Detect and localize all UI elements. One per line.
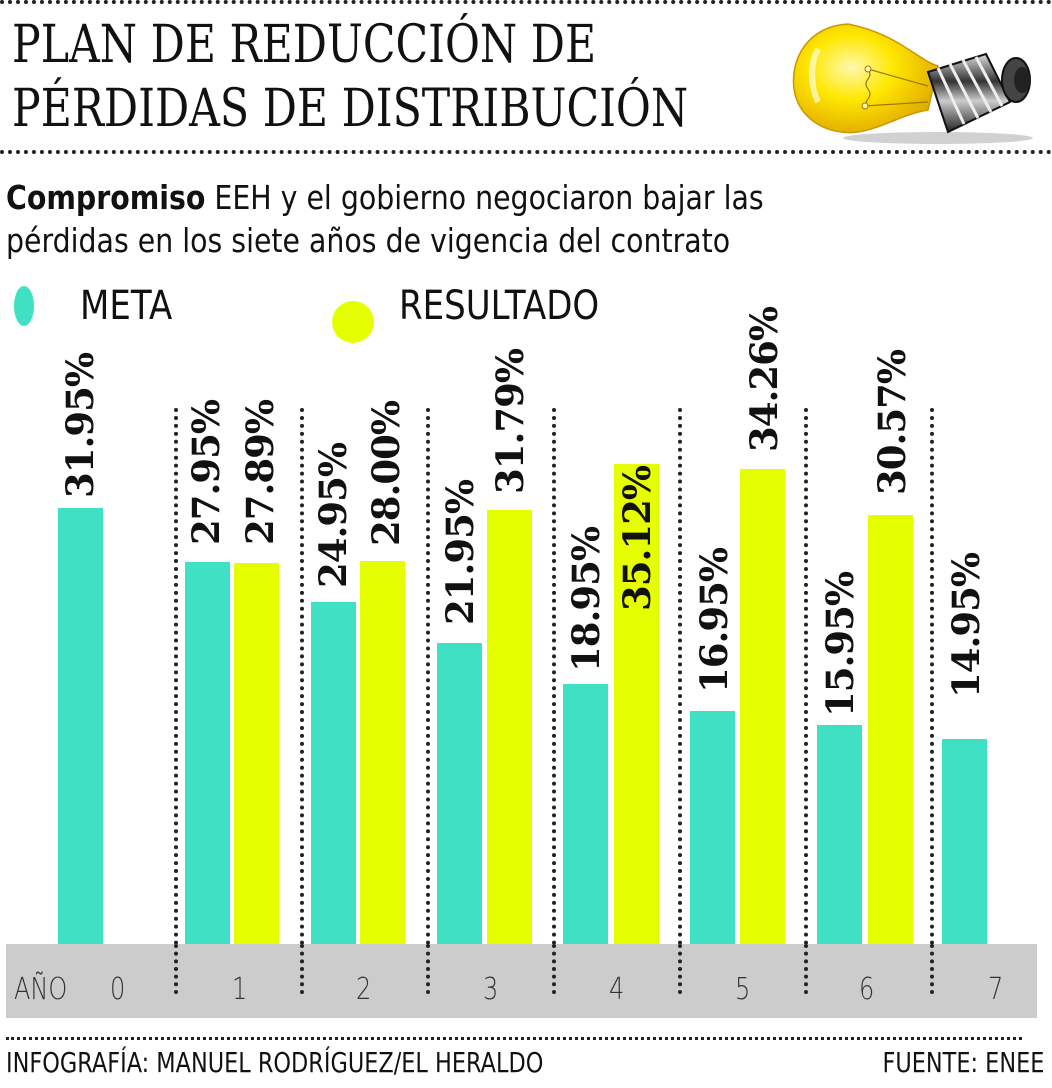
subtitle-line-1: EEH y el gobierno negociaron bajar las (205, 178, 764, 217)
year-separator (804, 408, 808, 993)
bar-resultado-year-2 (360, 561, 405, 944)
value-label-meta-year-7: 14.95% (944, 552, 988, 698)
subtitle-line-2: pérdidas en los siete años de vigencia d… (6, 221, 731, 260)
legend-resultado-label: RESULTADO (399, 283, 600, 329)
bar-meta-year-5 (690, 711, 735, 944)
footer-source: FUENTE: ENEE (882, 1046, 1044, 1079)
top-dotted-rule (0, 0, 1052, 4)
value-label-resultado-year-4: 35.12% (615, 465, 659, 611)
bar-resultado-year-3 (487, 510, 532, 944)
value-label-meta-year-4: 18.95% (564, 526, 608, 672)
subtitle-bold-lead: Compromiso (6, 178, 206, 217)
value-label-resultado-year-5: 34.26% (742, 306, 786, 452)
value-label-meta-year-3: 21.95% (438, 479, 482, 625)
year-separator-axis (174, 944, 178, 994)
x-tick-3: 3 (483, 972, 499, 1007)
year-separator (300, 408, 304, 993)
x-axis-band (6, 944, 1037, 1018)
year-separator (174, 408, 178, 993)
year-separator (678, 408, 682, 993)
page-title-line-1: PLAN DE REDUCCIÓN DE (12, 15, 597, 75)
x-axis-title: AÑO (14, 972, 68, 1007)
value-label-resultado-year-1: 27.89% (238, 399, 282, 545)
value-label-meta-year-6: 15.95% (818, 571, 862, 717)
page-title-line-2: PÉRDIDAS DE DISTRIBUCIÓN (12, 79, 689, 139)
x-tick-6: 6 (859, 972, 875, 1007)
bar-meta-year-4 (563, 684, 608, 944)
year-separator-axis (426, 944, 430, 994)
legend-meta-swatch (14, 286, 34, 326)
bar-meta-year-2 (311, 602, 356, 944)
x-tick-2: 2 (356, 972, 372, 1007)
year-separator-axis (930, 944, 934, 994)
year-separator-axis (678, 944, 682, 994)
year-separator-axis (552, 944, 556, 994)
x-tick-1: 1 (232, 972, 248, 1007)
footer-dotted-rule (6, 1037, 1022, 1040)
year-separator (930, 408, 934, 993)
footer-credit: INFOGRAFÍA: MANUEL RODRÍGUEZ/EL HERALDO (6, 1046, 544, 1079)
year-separator (426, 408, 430, 993)
legend-resultado-swatch (332, 301, 374, 343)
bar-resultado-year-5 (740, 469, 785, 944)
value-label-meta-year-2: 24.95% (311, 442, 355, 588)
legend-meta-label: META (80, 283, 173, 329)
year-separator-axis (804, 944, 808, 994)
x-tick-4: 4 (609, 972, 625, 1007)
title-dotted-rule (0, 150, 1052, 154)
value-label-meta-year-0: 31.95% (58, 352, 102, 498)
x-tick-0: 0 (110, 972, 126, 1007)
x-tick-7: 7 (988, 972, 1004, 1007)
subtitle: Compromiso EEH y el gobierno negociaron … (6, 176, 764, 262)
bar-resultado-year-6 (868, 515, 913, 944)
bar-meta-year-6 (817, 725, 862, 944)
bar-meta-year-3 (437, 643, 482, 944)
lightbulb-icon (792, 23, 1033, 144)
x-tick-5: 5 (735, 972, 751, 1007)
value-label-meta-year-5: 16.95% (692, 547, 736, 693)
value-label-meta-year-1: 27.95% (184, 399, 228, 545)
bar-meta-year-1 (185, 562, 230, 944)
year-separator-axis (300, 944, 304, 994)
value-label-resultado-year-6: 30.57% (870, 349, 914, 495)
bar-meta-year-7 (942, 739, 987, 944)
value-label-resultado-year-2: 28.00% (364, 400, 408, 546)
bar-resultado-year-1 (234, 563, 279, 944)
year-separator (552, 408, 556, 993)
bar-meta-year-0 (58, 508, 103, 944)
value-label-resultado-year-3: 31.79% (488, 348, 532, 494)
bar-resultado-year-4 (614, 464, 659, 944)
